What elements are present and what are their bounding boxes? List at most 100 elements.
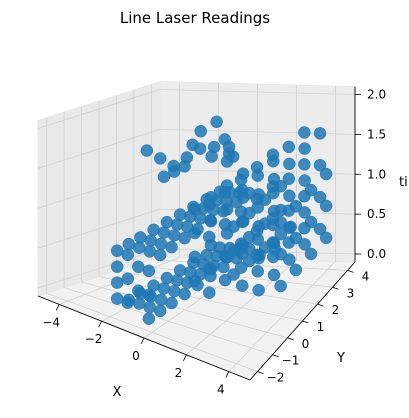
data-point: [235, 215, 249, 229]
data-point: [157, 170, 171, 183]
data-point: [235, 247, 249, 261]
data-points: [110, 115, 333, 325]
data-point: [298, 126, 311, 139]
data-point: [289, 231, 303, 245]
y-grid-line-floor: [98, 276, 303, 322]
x-tick-mark: [98, 321, 102, 328]
data-point: [304, 247, 318, 261]
data-point: [313, 158, 327, 172]
x-tick-label: 0: [132, 349, 140, 363]
y-tick-mark: [272, 354, 279, 358]
data-point: [143, 300, 156, 314]
x-tick-label: −4: [42, 315, 60, 329]
data-point: [252, 188, 265, 201]
data-point: [110, 276, 124, 289]
data-point: [178, 287, 191, 301]
data-point: [235, 279, 249, 292]
y-grid-line-floor: [64, 287, 273, 356]
y-tick-mark: [302, 320, 309, 324]
chart-title: Line Laser Readings: [120, 9, 270, 27]
data-point: [121, 272, 134, 285]
data-point: [144, 234, 158, 247]
z-grid-line-left: [37, 89, 161, 129]
data-point: [142, 288, 156, 301]
data-point: [298, 174, 311, 187]
data-point: [147, 223, 160, 237]
y-axis-label: Y: [336, 351, 345, 366]
data-point: [282, 172, 296, 186]
data-point: [252, 283, 265, 297]
y-grid-line-floor: [81, 281, 288, 339]
data-point: [110, 260, 124, 273]
data-point: [274, 247, 287, 261]
data-point: [282, 140, 296, 154]
data-point: [251, 169, 264, 182]
z-tick-label: 0.0: [367, 247, 386, 261]
data-point: [283, 157, 296, 171]
data-point: [170, 218, 184, 231]
data-point: [110, 292, 124, 305]
data-point: [267, 172, 281, 186]
data-point: [132, 284, 145, 297]
data-point: [251, 233, 264, 246]
data-point: [220, 203, 234, 216]
data-point: [143, 245, 156, 258]
y-tick-label: 3: [347, 286, 355, 300]
data-point: [298, 158, 311, 171]
data-point: [289, 263, 303, 277]
data-point: [304, 183, 318, 197]
data-point: [157, 282, 171, 295]
y-tick-label: −1: [282, 354, 300, 368]
data-point: [319, 231, 333, 245]
data-point: [167, 229, 181, 242]
data-point: [289, 199, 303, 213]
data-point: [154, 293, 168, 306]
data-point: [267, 268, 281, 282]
x-tick-mark: [225, 371, 230, 378]
data-point: [252, 252, 265, 265]
x-tick-mark: [183, 354, 187, 361]
data-point: [160, 215, 174, 229]
data-point: [252, 220, 265, 233]
data-point: [121, 248, 134, 262]
data-point: [274, 279, 287, 293]
data-point: [274, 215, 287, 229]
z-tick-label: 2.0: [367, 87, 386, 101]
data-point: [170, 274, 184, 287]
data-point: [251, 201, 264, 214]
z-tick-label: 0.5: [367, 207, 386, 221]
data-point: [142, 264, 156, 278]
data-point: [218, 186, 232, 199]
z-grid-line-left: [37, 128, 161, 169]
x-tick-label: −2: [85, 332, 103, 346]
y-tick-label: 4: [362, 269, 370, 283]
y-tick-mark: [317, 303, 324, 307]
data-point: [203, 230, 216, 244]
y-tick-label: 1: [317, 320, 325, 334]
x-tick-label: 4: [217, 383, 225, 397]
z-grid-line-left: [37, 208, 161, 249]
data-point: [153, 304, 167, 318]
data-point: [204, 214, 218, 228]
x-axis-label: X: [113, 385, 122, 400]
data-point: [154, 237, 168, 251]
z-axis-label: ti: [399, 175, 408, 190]
z-grid-line-back: [159, 89, 356, 95]
z-grid-line-left: [37, 248, 161, 289]
data-point: [203, 262, 216, 276]
data-point: [188, 226, 202, 240]
data-point: [298, 142, 311, 155]
y-tick-mark: [347, 270, 354, 273]
y-tick-label: 2: [332, 303, 340, 317]
data-point: [133, 241, 146, 254]
data-point: [167, 284, 181, 298]
data-point: [313, 190, 327, 204]
data-point: [157, 226, 171, 239]
data-point: [267, 186, 280, 200]
data-point: [222, 147, 236, 160]
data-point: [188, 274, 202, 288]
data-point: [142, 312, 156, 325]
data-point: [235, 183, 249, 197]
